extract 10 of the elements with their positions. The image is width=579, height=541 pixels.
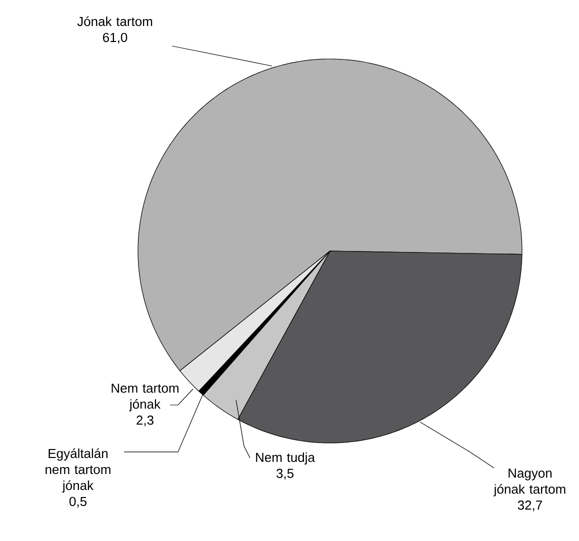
data-label: 0,5 [69,496,86,508]
slice-label: Nem tartom jónak [112,384,178,412]
data-label: 3,5 [276,468,294,480]
slice-label: Nagyon jónak tartom [494,468,566,496]
slice-label: Egyáltalán nem tartom jónak [46,448,110,493]
slice-label: Nem tudja [256,452,315,465]
data-label: 2,3 [136,416,154,426]
data-label: 61,0 [103,32,128,44]
slice-label: Jónak tartom [77,16,152,26]
data-label: 32,7 [518,500,542,512]
